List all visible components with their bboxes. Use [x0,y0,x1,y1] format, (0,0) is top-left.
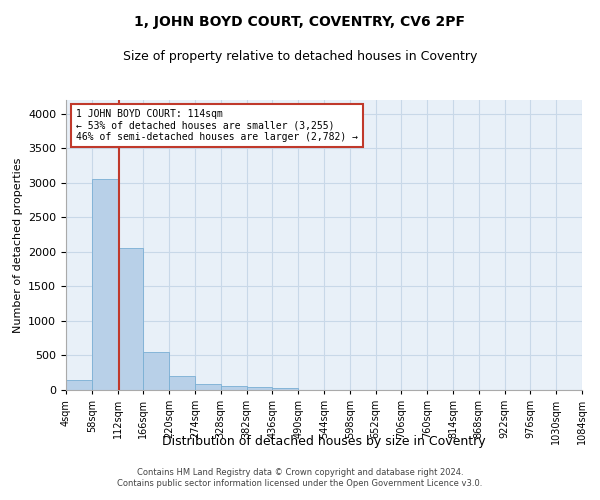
Bar [272,388,298,390]
Text: Distribution of detached houses by size in Coventry: Distribution of detached houses by size … [162,435,486,448]
Bar [66,380,92,390]
Bar [247,387,272,390]
Bar [195,384,221,390]
Bar [92,180,118,390]
Y-axis label: Number of detached properties: Number of detached properties [13,158,23,332]
Text: 1, JOHN BOYD COURT, COVENTRY, CV6 2PF: 1, JOHN BOYD COURT, COVENTRY, CV6 2PF [134,15,466,29]
Text: 1 JOHN BOYD COURT: 114sqm
← 53% of detached houses are smaller (3,255)
46% of se: 1 JOHN BOYD COURT: 114sqm ← 53% of detac… [76,108,358,142]
Bar [221,386,247,390]
Bar [143,352,169,390]
Text: Size of property relative to detached houses in Coventry: Size of property relative to detached ho… [123,50,477,63]
Bar [118,248,143,390]
Text: Contains HM Land Registry data © Crown copyright and database right 2024.
Contai: Contains HM Land Registry data © Crown c… [118,468,482,487]
Bar [169,376,195,390]
